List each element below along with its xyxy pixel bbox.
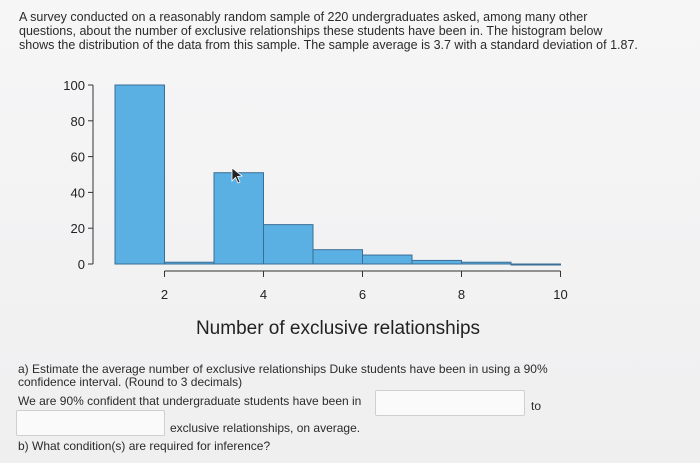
y-tick-label: 100 xyxy=(63,78,85,93)
x-tick-label: 4 xyxy=(260,287,267,302)
histogram-bar xyxy=(362,254,413,265)
part-a-sentence-end: exclusive relationships, on average. xyxy=(170,421,361,435)
x-tick-label: 6 xyxy=(359,287,366,302)
histogram-bar xyxy=(411,259,462,265)
histogram-bar xyxy=(510,263,561,266)
y-tick-label: 40 xyxy=(71,185,85,200)
x-tick-label: 8 xyxy=(458,287,465,302)
x-axis: 2 4 6 8 10 xyxy=(161,270,568,302)
y-tick-label: 0 xyxy=(78,257,85,272)
y-tick-label: 20 xyxy=(71,221,85,236)
histogram-bars xyxy=(114,84,561,266)
histogram-bar xyxy=(461,261,512,265)
histogram-bar xyxy=(213,172,264,265)
mouse-cursor-icon xyxy=(231,167,244,184)
y-tick-label: 60 xyxy=(71,150,85,165)
histogram-bar xyxy=(312,249,363,265)
histogram-bar xyxy=(164,261,215,265)
question-intro: A survey conducted on a reasonably rando… xyxy=(19,10,638,52)
histogram-chart: 0 20 40 60 80 100 2 4 6 8 10 Number of exclusive … xyxy=(63,78,568,339)
lower-bound-input[interactable] xyxy=(375,390,525,416)
x-tick-label: 2 xyxy=(161,287,168,302)
histogram-bar xyxy=(263,224,314,265)
part-a-sentence-start: We are 90% confident that undergraduate … xyxy=(18,394,362,408)
x-tick-label: 10 xyxy=(553,287,567,302)
y-axis: 0 20 40 60 80 100 xyxy=(63,78,94,272)
x-axis-label: Number of exclusive relationships xyxy=(196,318,480,339)
histogram-bar xyxy=(114,84,165,265)
upper-bound-input[interactable] xyxy=(16,410,165,436)
to-label: to xyxy=(531,399,542,413)
y-tick-label: 80 xyxy=(71,114,85,129)
part-a-prompt: a) Estimate the average number of exclus… xyxy=(18,362,548,389)
part-b-prompt: b) What condition(s) are required for in… xyxy=(18,439,271,453)
